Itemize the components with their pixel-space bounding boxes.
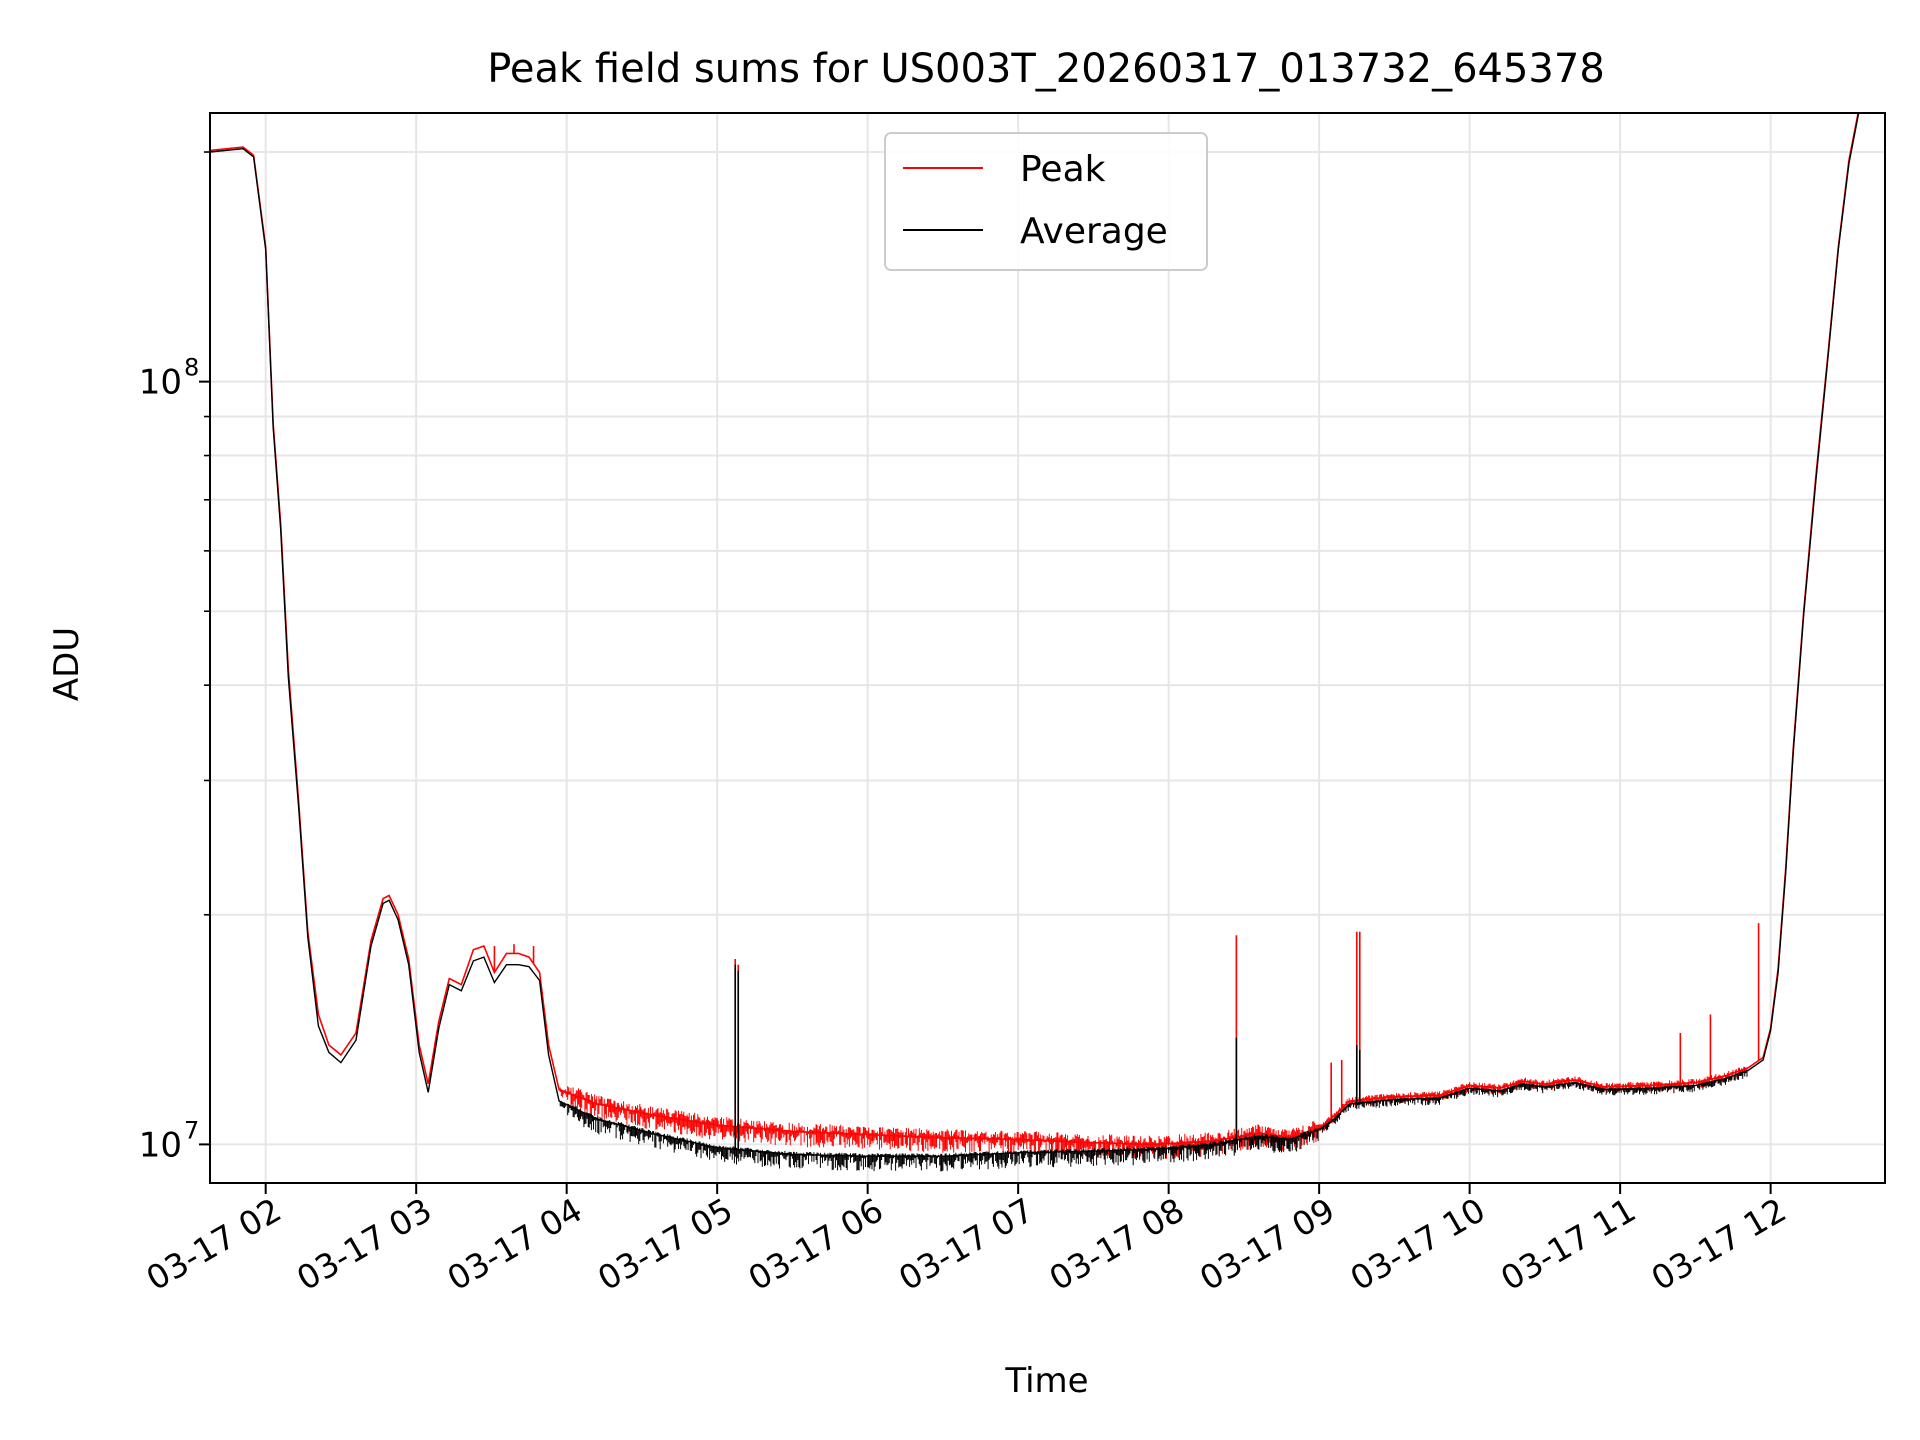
x-axis-label: Time <box>1004 1361 1088 1401</box>
y-tick-exponent: 7 <box>184 1116 199 1144</box>
plot-area-frame <box>209 112 1886 1184</box>
y-tick-exponent: 8 <box>184 354 199 382</box>
series-layer <box>210 113 1860 1172</box>
y-axis-label: ADU <box>47 627 87 701</box>
series-group <box>210 113 1860 1172</box>
legend: Peak Average <box>884 132 1208 271</box>
y-tick-label: 10 <box>139 1125 182 1165</box>
y-tick-label: 10 <box>139 363 182 403</box>
series-noise-average <box>558 1070 1748 1172</box>
legend-label-average: Average <box>1020 211 1168 252</box>
legend-label-peak: Peak <box>1020 149 1106 190</box>
grid-layer <box>210 113 1885 1183</box>
chart-title: Peak field sums for US003T_20260317_0137… <box>487 46 1605 92</box>
